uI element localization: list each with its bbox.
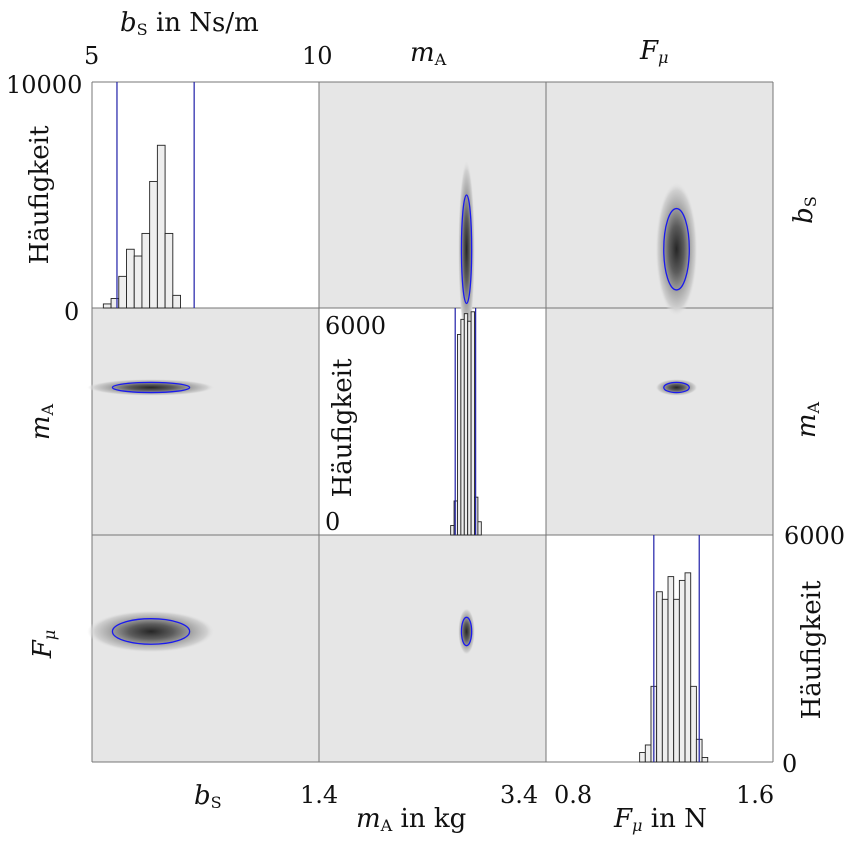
tick-h3-min: 0: [782, 750, 798, 778]
contour-Fmu-mA: [663, 381, 690, 394]
top-bs-sub: S: [136, 20, 148, 40]
contour-mA-bS: [460, 194, 473, 305]
hist-bar-bS-0: [102, 303, 112, 309]
tick-h2-min: 0: [325, 508, 341, 536]
row-fmu-sub: μ: [39, 629, 59, 641]
tick-fmu-min: 0.8: [554, 781, 593, 809]
hist-bar-Fmu-6: [673, 598, 680, 763]
hist-bar-bS-5: [141, 232, 151, 309]
hist-bar-Fmu-8: [684, 572, 692, 763]
density-blob-bS-mA: [87, 379, 215, 396]
bottom-ma-symbol: m: [356, 804, 381, 834]
hist-bar-bS-9: [172, 294, 181, 309]
hist-bar-Fmu-1: [644, 744, 652, 763]
hist-bar-Fmu-11: [701, 757, 709, 763]
hist-bar-mA-2: [457, 334, 462, 536]
panel-bg-r1-c0: [92, 308, 319, 535]
row-ma-sub: A: [37, 403, 57, 416]
bottom-ma-sub: A: [380, 816, 393, 836]
right-ma-sub: A: [803, 401, 823, 414]
top-ma-symbol: m: [410, 38, 435, 68]
hist-bar-mA-8: [477, 521, 482, 536]
top-axis-title-fmu: Fμ: [640, 38, 669, 66]
right-label-bs: bS: [788, 196, 820, 224]
bottom-fmu-suffix: in N: [642, 804, 707, 834]
panel-bg-r0-c1: [319, 82, 546, 308]
bottom-axis-title-fmu: Fμ in N: [614, 806, 707, 834]
hist-bar-mA-3: [460, 318, 465, 536]
contour-bS-Fmu: [111, 618, 191, 645]
tick-bs-max-top: 10: [302, 42, 333, 70]
bottom-bs-symbol: b: [194, 781, 211, 811]
ylabel-hist-bs: Häufigkeit: [25, 125, 55, 265]
hist-bar-bS-1: [110, 298, 120, 309]
contour-mA-Fmu: [460, 616, 473, 647]
top-axis-title-ma: mA: [410, 40, 446, 68]
right-ma-symbol: m: [791, 413, 822, 439]
panel-bg-r2-c1: [319, 535, 546, 762]
top-bs-symbol: b: [120, 8, 137, 38]
density-blob-bS-Fmu: [87, 610, 215, 653]
row-ma-symbol: m: [25, 415, 56, 441]
panel-bg-r1-c1: [319, 308, 546, 535]
tick-fmu-max: 1.6: [736, 781, 775, 809]
hist-bar-bS-8: [164, 232, 174, 309]
tick-ma-min: 1.4: [300, 781, 339, 809]
hist-bar-bS-3: [126, 248, 135, 309]
ylabel-hist-ma: Häufigkeit: [328, 358, 358, 498]
tick-h1-max: 10000: [6, 71, 83, 99]
bottom-bs-sub: S: [210, 793, 222, 813]
contour-Fmu-bS: [663, 207, 690, 291]
bottom-axis-title-ma: mA in kg: [356, 806, 466, 834]
right-label-ma: mA: [791, 401, 823, 439]
hist-bar-Fmu-7: [678, 579, 686, 763]
tick-h1-min: 0: [64, 298, 80, 326]
top-axis-title-bs: bS in Ns/m: [120, 10, 259, 38]
hist-bar-bS-7: [156, 144, 166, 309]
hist-bar-bS-2: [118, 275, 127, 309]
hist-bar-mA-0: [450, 525, 455, 536]
hist-bar-mA-6: [470, 311, 475, 536]
hist-bar-Fmu-0: [639, 752, 646, 763]
contour-bS-mA: [111, 381, 191, 394]
row-label-fmu: Fμ: [27, 629, 59, 659]
hist-bar-Fmu-3: [656, 591, 663, 763]
right-bs-symbol: b: [788, 207, 819, 224]
bottom-fmu-sub: μ: [632, 816, 643, 836]
hist-bar-bS-4: [133, 255, 143, 309]
hist-bar-Fmu-5: [667, 576, 675, 763]
tick-ma-max: 3.4: [500, 781, 539, 809]
tick-h3-max: 6000: [784, 522, 846, 550]
row-label-ma: mA: [25, 403, 57, 441]
density-blob-Fmu-mA: [655, 379, 698, 396]
bottom-fmu-symbol: F: [614, 804, 633, 834]
row-fmu-symbol: F: [27, 640, 58, 659]
hist-bar-mA-4: [463, 313, 469, 536]
density-blob-Fmu-bS: [655, 182, 698, 317]
panel-bg-r1-c2: [546, 308, 773, 535]
panel-bg-r0-c0: [92, 82, 319, 308]
density-blob-mA-Fmu: [458, 608, 475, 655]
density-blob-mA-bS: [458, 159, 475, 339]
bottom-ma-suffix: in kg: [392, 804, 467, 834]
tick-bs-min-top: 5: [84, 42, 100, 70]
bottom-axis-title-bs: bS: [194, 783, 222, 811]
hist-bar-bS-6: [149, 180, 158, 309]
top-fmu-symbol: F: [640, 36, 659, 66]
hist-bar-mA-5: [467, 320, 472, 536]
right-bs-sub: S: [800, 196, 820, 208]
top-ma-sub: A: [434, 50, 447, 70]
hist-bar-Fmu-4: [661, 598, 669, 763]
ylabel-hist-fmu: Häufigkeit: [797, 580, 827, 720]
hist-bar-Fmu-9: [690, 685, 697, 763]
top-bs-suffix: in Ns/m: [147, 8, 259, 38]
top-fmu-sub: μ: [658, 48, 669, 68]
tick-h2-max: 6000: [325, 312, 387, 340]
